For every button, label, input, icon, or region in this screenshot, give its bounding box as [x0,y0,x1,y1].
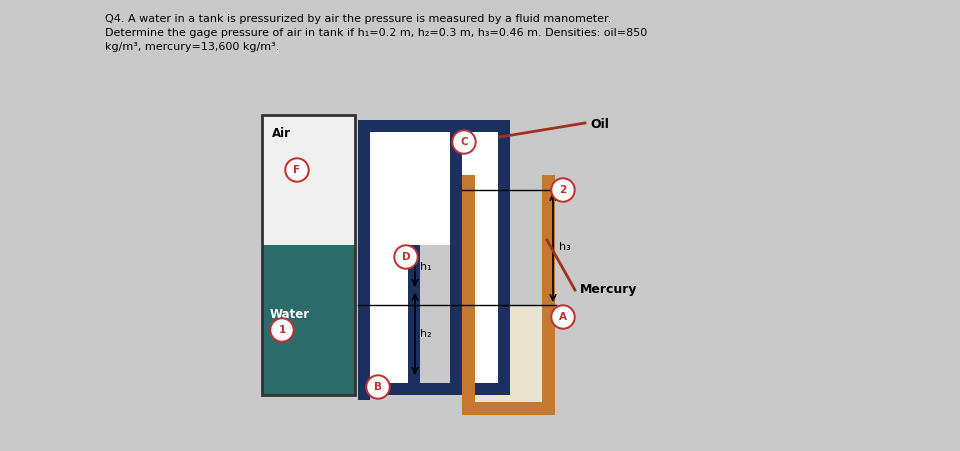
Bar [370,132,450,245]
Bar [542,175,555,415]
Text: 1: 1 [278,325,286,335]
Bar [420,383,450,395]
Bar [475,305,542,402]
Text: kg/m³, mercury=13,600 kg/m³.: kg/m³, mercury=13,600 kg/m³. [105,42,279,52]
Text: Oil: Oil [590,118,609,131]
Text: 2: 2 [560,185,566,195]
Text: B: B [374,382,382,392]
Circle shape [270,318,294,342]
Circle shape [272,320,292,340]
Bar [462,132,498,383]
Circle shape [452,130,476,154]
Bar [450,383,510,395]
Circle shape [366,375,390,399]
Circle shape [553,307,573,327]
Text: h₃: h₃ [559,242,571,252]
Circle shape [368,377,388,397]
Bar [262,115,355,395]
Circle shape [287,160,307,180]
Bar [462,402,555,415]
Bar [450,120,510,132]
Text: Air: Air [272,127,291,140]
Bar [358,383,420,395]
Bar [262,245,355,395]
Text: D: D [401,252,410,262]
Text: h₁: h₁ [420,262,432,272]
Bar [358,120,510,132]
Bar [450,120,462,395]
Circle shape [551,178,575,202]
Bar [498,120,510,395]
Bar [358,120,370,400]
Circle shape [394,245,418,269]
Circle shape [454,132,474,152]
Circle shape [551,305,575,329]
Text: A: A [559,312,567,322]
Circle shape [396,247,416,267]
Text: Q4. A water in a tank is pressurized by air the pressure is measured by a fluid : Q4. A water in a tank is pressurized by … [105,14,612,24]
Text: h₂: h₂ [420,329,432,339]
Circle shape [285,158,309,182]
Bar [370,245,408,383]
Bar [408,245,420,395]
Bar [262,115,355,245]
Text: C: C [460,137,468,147]
Text: Mercury: Mercury [580,284,637,296]
Circle shape [553,180,573,200]
Text: Water: Water [270,308,310,322]
Text: Determine the gage pressure of air in tank if h₁=0.2 m, h₂=0.3 m, h₃=0.46 m. Den: Determine the gage pressure of air in ta… [105,28,647,38]
Bar [420,383,450,395]
Bar [462,175,475,415]
Text: F: F [294,165,300,175]
